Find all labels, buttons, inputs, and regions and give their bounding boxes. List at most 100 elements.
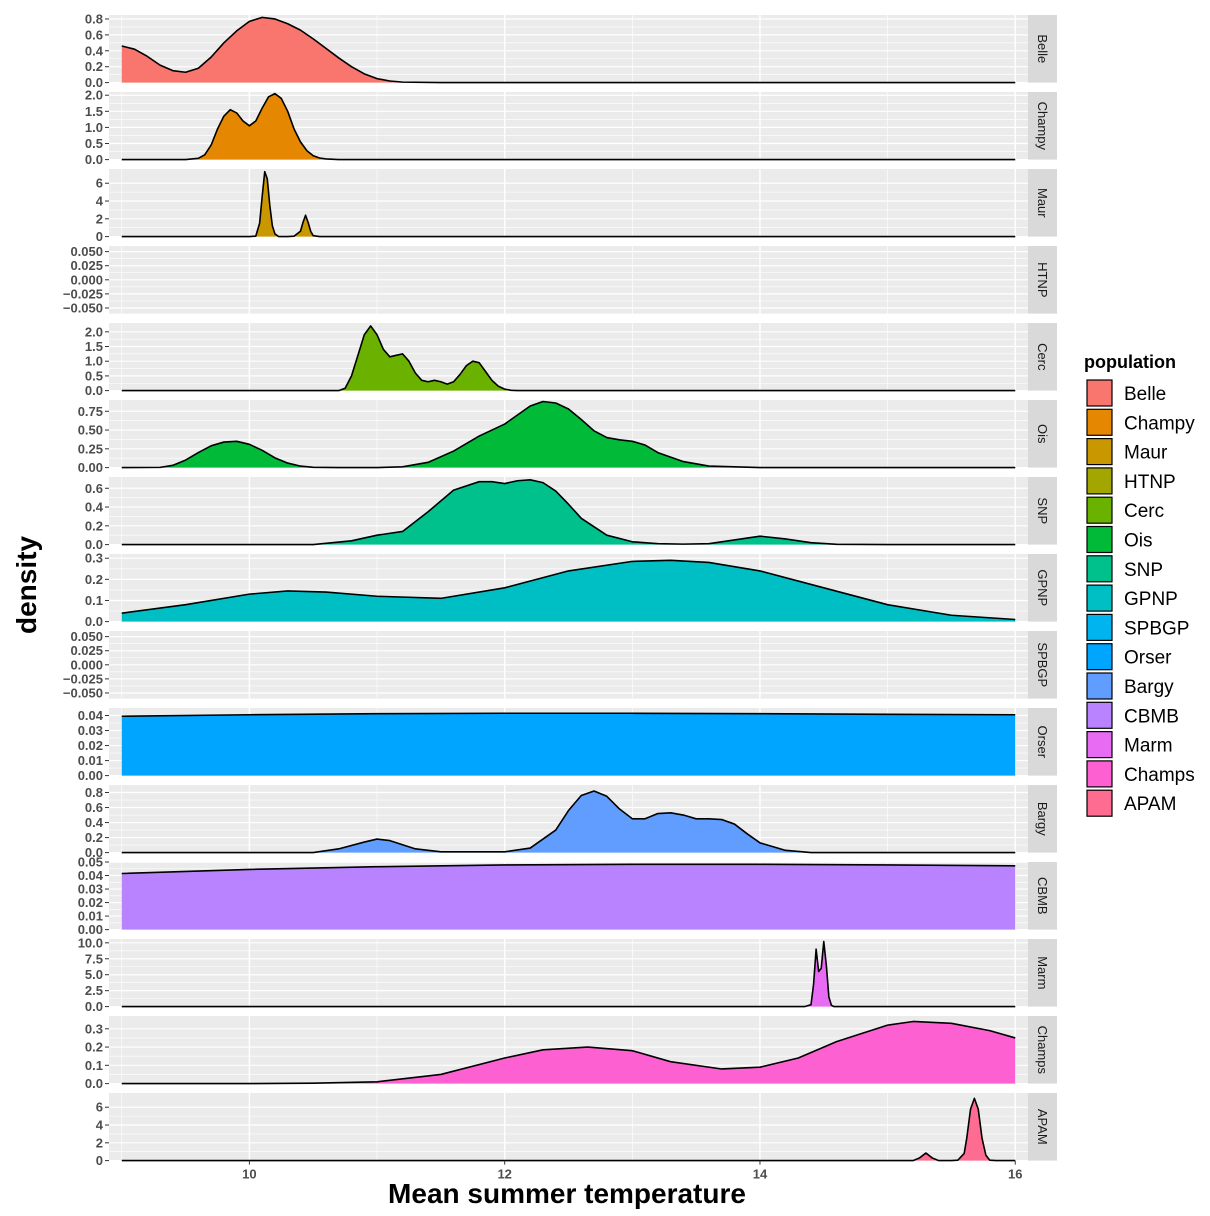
y-tick-label: 1.5 [85,339,103,354]
y-tick-label: 0.4 [85,815,104,830]
legend-label: GPNP [1124,589,1178,610]
legend-key [1086,760,1113,788]
y-tick-label: 0.1 [85,1058,103,1073]
density-line-bargy [121,790,1016,854]
density-line-ois [121,400,1016,469]
legend-key [1086,467,1113,495]
y-tick-label: 0.2 [85,518,103,533]
facet-strip-label: Cerc [1035,343,1050,371]
y-tick-label: 0.000 [70,272,103,287]
y-tick-label: 0.25 [78,441,103,456]
y-tick-label: 0.050 [70,244,103,259]
density-line-gpnp [121,559,1016,621]
density-line-orser [121,712,1016,718]
y-tick-label: 6 [96,1100,103,1115]
panel-cerc: 0.00.51.01.52.0 Cerc [85,323,1057,398]
facet-strip-label: Bargy [1035,802,1050,836]
facet-strip [1028,631,1057,699]
legend-label: Belle [1124,384,1166,405]
legend-label: Orser [1124,648,1172,669]
y-tick-label: 0.03 [78,882,103,897]
panel-background [109,939,1028,1007]
panel-apam: 0 2 4 6 APAM [96,1093,1057,1168]
y-tick-label: 0.8 [85,11,103,26]
y-tick-label: 0.01 [78,909,103,924]
legend-title: population [1084,352,1176,372]
y-tick-label: 1.5 [85,104,103,119]
density-line-snp [121,479,1016,546]
y-tick-label: 0.03 [78,723,103,738]
facet-strip-label: Belle [1035,34,1050,63]
facet-strip-label: Champy [1035,102,1050,151]
y-tick-label: 0.0 [85,537,103,552]
panel-background [109,169,1028,237]
facet-strip-label: Champs [1035,1026,1050,1075]
panels-group: 0.00.20.40.60.8Belle0.00.51.01.52.0Champ… [63,11,1057,1168]
facet-strip-label: GPNP [1035,569,1050,606]
y-tick-label: 0.0 [85,152,103,167]
panel-background [109,1093,1028,1161]
y-tick-label: 2.0 [85,88,103,103]
density-line-apam [121,1097,1016,1162]
density-area-champy [121,93,1016,160]
y-tick-label: 0.50 [78,423,103,438]
y-tick-label: 4 [96,194,104,209]
y-tick-label: 0.04 [78,708,104,723]
y-tick-label: 0.4 [85,43,104,58]
legend-item-champy: Champy [1086,408,1195,436]
legend-item-champs: Champs [1086,760,1195,788]
legend-key [1086,584,1113,612]
y-tick-label: 2.5 [85,983,103,998]
y-tick-label: 0.0 [85,614,103,629]
y-tick-label: 1.0 [85,120,103,135]
y-tick-label: 0.3 [85,551,103,566]
legend-item-belle: Belle [1086,379,1166,407]
facet-strip [1028,246,1057,314]
density-area-belle [121,17,1016,83]
legend-label: CBMB [1124,706,1179,727]
density-line-champy [121,92,1016,161]
y-tick-label: 0.2 [85,572,103,587]
y-tick-label: 0.75 [78,404,103,419]
y-tick-label: −0.025 [63,286,103,301]
panel-orser: 0.000.010.020.030.04 Orser [78,708,1057,783]
legend-label: SPBGP [1124,618,1189,639]
y-tick-label: 2 [96,1135,103,1150]
legend-key [1086,789,1113,817]
y-tick-label: 0.01 [78,753,103,768]
legend-key [1086,438,1113,466]
facet-strip [1028,554,1057,622]
y-tick-label: 0 [96,1153,103,1168]
legend-item-maur: Maur [1086,438,1168,466]
facet-strip-label: CBMB [1035,877,1050,915]
density-line-cbmb [121,863,1016,875]
legend-item-gpnp: GPNP [1086,584,1178,612]
legend-label: Maur [1124,443,1168,464]
y-tick-label: 10.0 [78,935,103,950]
legend-key [1086,525,1113,554]
density-line-belle [121,16,1016,84]
facet-strip [1028,92,1057,160]
facet-strip [1028,323,1057,391]
facet-strip-label: APAM [1035,1109,1050,1145]
y-tick-label: 0.0 [85,75,103,90]
legend-key [1086,643,1113,671]
facet-strip [1028,400,1057,468]
y-tick-label: 0.000 [70,657,103,672]
y-tick-label: 2 [96,211,103,226]
y-tick-label: 2.0 [85,324,103,339]
legend-key [1086,496,1113,524]
facet-strip-label: Ois [1035,424,1050,444]
legend-label: APAM [1124,794,1176,815]
y-tick-label: 0.0 [85,383,103,398]
facet-strip-label: HTNP [1035,262,1050,297]
facet-strip [1028,1016,1057,1084]
legend-key [1086,730,1113,759]
facet-strip-label: SNP [1035,497,1050,524]
y-tick-label: 0.02 [78,895,103,910]
x-axis-title: Mean summer temperature [388,1178,746,1209]
density-line-marm [121,940,1016,1008]
panel-snp: 0.0 0.2 0.4 0.6 SNP [85,477,1057,552]
y-tick-label: 7.5 [85,951,103,966]
